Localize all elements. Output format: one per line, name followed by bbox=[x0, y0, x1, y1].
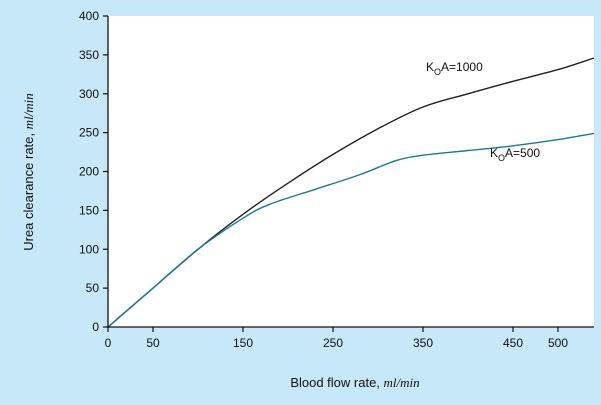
axes bbox=[103, 15, 594, 332]
series-label-rest: A=500 bbox=[505, 146, 540, 160]
x-tick-label: 500 bbox=[548, 336, 568, 350]
y-tick-label: 50 bbox=[86, 281, 100, 295]
series-label-koa-500: KOA=500 bbox=[490, 146, 540, 163]
y-tick-label: 250 bbox=[79, 126, 99, 140]
y-axis-title-unit: ml/min bbox=[21, 93, 36, 129]
series-label-sub: O bbox=[434, 67, 441, 77]
y-tick-label: 0 bbox=[92, 320, 99, 334]
x-tick-label: 350 bbox=[413, 336, 433, 350]
y-axis-title-text: Urea clearance rate, bbox=[21, 133, 36, 251]
series-label-koa-1000: KOA=1000 bbox=[426, 60, 483, 77]
series-label-sub: O bbox=[498, 153, 505, 163]
x-axis-title-unit: ml/min bbox=[384, 375, 420, 390]
y-tick-label: 300 bbox=[79, 87, 99, 101]
x-tick-label: 450 bbox=[503, 336, 523, 350]
series-label-main: K bbox=[490, 146, 498, 160]
y-tick-label: 150 bbox=[79, 203, 99, 217]
tick-labels: 0 50 100 150 200 250 300 350 400 0 50 150 250 350 450 5… bbox=[79, 9, 568, 350]
series-label-rest: A=1000 bbox=[441, 60, 483, 74]
y-tick-label: 350 bbox=[79, 48, 99, 62]
series-label-main: K bbox=[426, 60, 434, 74]
x-tick-label: 250 bbox=[323, 336, 343, 350]
y-tick-label: 100 bbox=[79, 242, 99, 256]
plot-area bbox=[108, 16, 594, 327]
x-tick-label: 0 bbox=[105, 336, 112, 350]
y-tick-label: 200 bbox=[79, 165, 99, 179]
x-tick-label: 50 bbox=[146, 336, 160, 350]
x-axis-title: Blood flow rate, ml/min bbox=[290, 375, 419, 390]
series-line-500 bbox=[107, 132, 595, 328]
x-tick-label: 150 bbox=[233, 336, 253, 350]
x-axis-title-text: Blood flow rate, bbox=[290, 375, 380, 390]
curves bbox=[107, 57, 595, 328]
y-axis-title: Urea clearance rate, ml/min bbox=[21, 93, 36, 251]
y-tick-label: 400 bbox=[79, 9, 99, 23]
